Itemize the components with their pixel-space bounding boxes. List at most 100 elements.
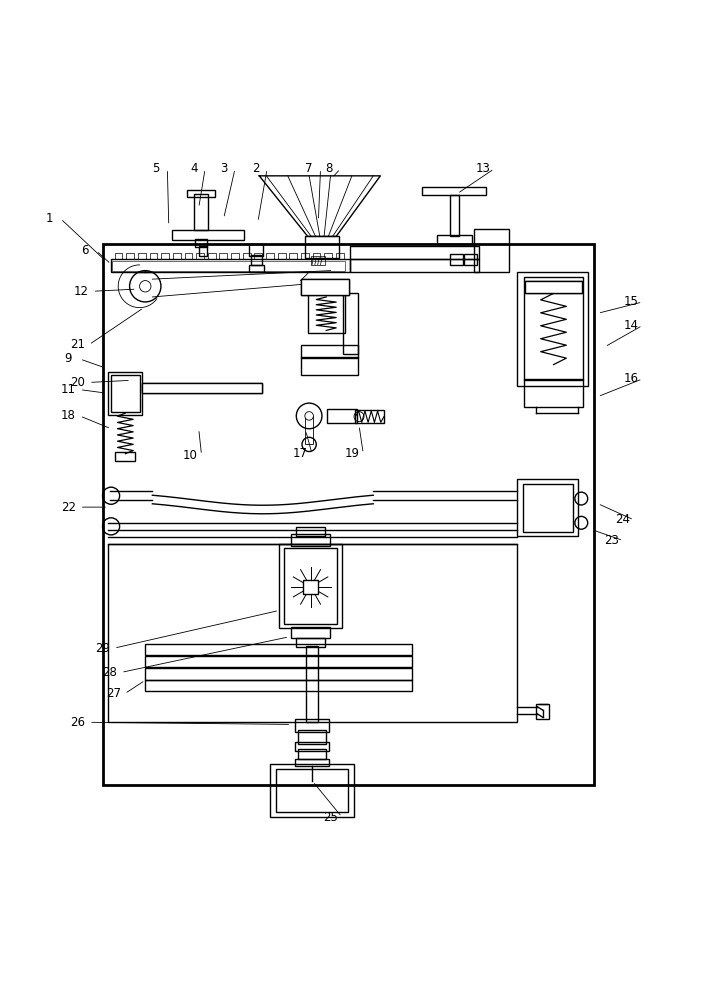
Text: 19: 19 [345,447,360,460]
Bar [536,704,549,719]
Bar [295,759,329,766]
Bar [251,255,262,265]
Text: 13: 13 [475,162,490,175]
Bar [149,253,157,259]
Bar [306,646,318,722]
Text: 5: 5 [152,162,159,175]
Bar [292,534,330,546]
Bar [299,749,325,759]
Bar [327,409,357,423]
Bar [524,379,583,407]
Bar [465,254,477,265]
Bar [523,484,573,532]
Text: 8: 8 [325,162,332,175]
Bar [142,383,262,393]
Bar [108,544,517,722]
Bar [311,256,325,265]
Bar [299,730,325,744]
Bar [145,668,412,680]
Bar [284,548,337,624]
Text: 26: 26 [70,716,85,729]
Bar [172,230,243,240]
Bar [145,680,412,691]
Bar [355,410,384,423]
Bar [248,244,263,256]
Bar [343,293,358,354]
Bar [113,261,345,271]
Text: 1: 1 [45,212,53,225]
Bar [450,254,463,265]
Bar [421,187,486,195]
Bar [517,479,578,536]
Bar [295,742,329,751]
Text: 22: 22 [61,501,76,514]
Bar [208,253,215,259]
Bar [145,644,412,655]
Bar [162,253,169,259]
Bar [336,253,344,259]
Text: 21: 21 [70,338,85,351]
Bar [279,544,342,628]
Text: 18: 18 [61,409,76,422]
Bar [138,253,146,259]
Bar [301,357,358,375]
Bar [108,372,142,415]
Text: 9: 9 [65,352,72,365]
Bar [196,253,204,259]
Polygon shape [259,176,381,236]
Bar [437,235,472,244]
Bar [254,253,262,259]
Bar [194,194,208,230]
Text: 17: 17 [293,447,308,460]
Text: 20: 20 [70,376,85,389]
Bar [111,259,350,272]
Bar [103,244,594,785]
Bar [312,253,320,259]
Text: 24: 24 [615,513,630,526]
Bar [301,279,349,295]
Circle shape [305,412,313,420]
Text: 25: 25 [323,811,338,824]
Bar [524,277,583,380]
Bar [111,375,139,412]
Bar [305,236,339,258]
Bar [195,239,207,247]
Bar [278,253,286,259]
Text: 6: 6 [81,244,88,257]
Bar [292,627,330,638]
Bar [142,383,262,393]
Bar [525,281,582,293]
Text: 23: 23 [605,534,620,547]
Text: 14: 14 [624,319,638,332]
Text: 16: 16 [624,372,638,385]
Bar [185,253,192,259]
Bar [475,229,508,272]
Text: 4: 4 [190,162,197,175]
Bar [304,580,317,594]
Bar [199,246,208,256]
Text: 28: 28 [102,666,117,679]
Bar [187,190,215,197]
Bar [115,253,123,259]
Bar [301,253,309,259]
Text: 2: 2 [252,162,259,175]
Bar [297,638,325,647]
Bar [308,293,345,333]
Bar [295,719,329,732]
Bar [289,253,297,259]
Bar [220,253,228,259]
Text: 29: 29 [95,642,110,655]
Bar [325,253,332,259]
Text: 10: 10 [182,449,197,462]
Bar [270,764,354,817]
Bar [297,527,325,536]
Bar [126,253,134,259]
Bar [450,195,459,236]
Text: 3: 3 [220,162,228,175]
Bar [525,281,582,293]
Bar [231,253,239,259]
Bar [243,253,251,259]
Text: 12: 12 [74,285,88,298]
Bar [276,769,348,812]
Bar [301,279,349,295]
